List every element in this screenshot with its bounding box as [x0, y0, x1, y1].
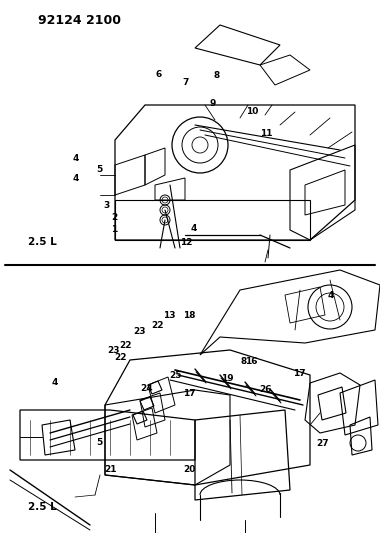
Text: 17: 17	[293, 369, 306, 377]
Text: 26: 26	[259, 385, 271, 393]
Text: 12: 12	[180, 238, 192, 247]
Text: 2.5 L: 2.5 L	[28, 502, 57, 512]
Text: 4: 4	[52, 378, 58, 387]
Text: 3: 3	[103, 201, 109, 209]
Text: 24: 24	[140, 384, 153, 392]
Text: 2.5 L: 2.5 L	[28, 237, 57, 247]
Text: 4: 4	[73, 155, 79, 163]
Text: 4: 4	[191, 224, 197, 232]
Text: 5: 5	[97, 438, 103, 447]
Text: 20: 20	[183, 465, 195, 473]
Text: 6: 6	[156, 70, 162, 79]
Text: 23: 23	[107, 346, 119, 355]
Text: 9: 9	[210, 100, 216, 108]
Text: 22: 22	[152, 321, 164, 329]
Text: 2: 2	[111, 213, 117, 222]
Text: 27: 27	[316, 439, 329, 448]
Text: 4: 4	[328, 292, 334, 300]
Text: 7: 7	[182, 78, 188, 87]
Text: 5: 5	[97, 165, 103, 174]
Text: 25: 25	[169, 372, 182, 380]
Text: 19: 19	[221, 374, 234, 383]
Text: 13: 13	[163, 311, 175, 320]
Text: 23: 23	[134, 327, 146, 336]
Text: 8: 8	[214, 71, 220, 80]
Text: 18: 18	[183, 311, 195, 320]
Text: 8: 8	[240, 357, 246, 366]
Text: 16: 16	[245, 357, 257, 366]
Text: 10: 10	[247, 108, 259, 116]
Text: 92124 2100: 92124 2100	[38, 14, 121, 27]
Text: 22: 22	[115, 353, 127, 361]
Text: 4: 4	[73, 174, 79, 183]
Text: 1: 1	[111, 225, 117, 233]
Text: 11: 11	[260, 129, 272, 138]
Text: 22: 22	[119, 341, 131, 350]
Text: 17: 17	[183, 389, 196, 398]
Text: 21: 21	[104, 465, 116, 473]
